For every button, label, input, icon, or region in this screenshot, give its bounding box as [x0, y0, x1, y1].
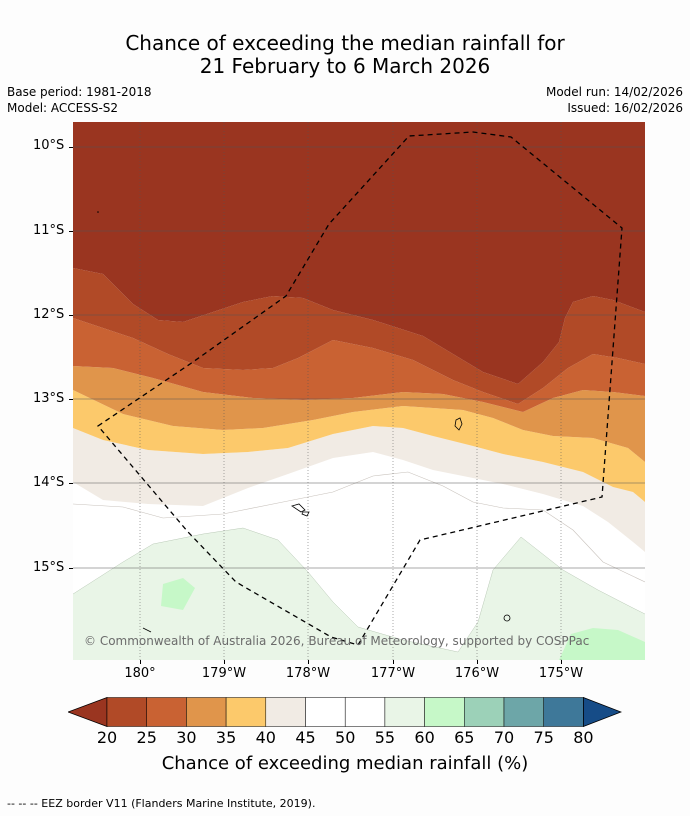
lat-label: 14°S: [33, 475, 65, 490]
colorbar-tick-label: 70: [493, 728, 515, 747]
colorbar-tick-label: 35: [215, 728, 237, 747]
colorbar-tick-label: 20: [96, 728, 118, 747]
lon-label: 178°W: [285, 666, 331, 681]
colorbar-segment: [464, 697, 505, 727]
band-60-65-a: [161, 578, 195, 610]
colorbar-tick-label: 30: [176, 728, 197, 747]
colorbar-tick-label: 45: [295, 728, 316, 747]
colorbar-segment: [106, 697, 147, 727]
colorbar: [66, 696, 623, 728]
band-below-20: [73, 122, 645, 384]
colorbar-tick-label: 75: [533, 728, 554, 747]
issued-date: Issued: 16/02/2026: [567, 101, 683, 115]
x-tick: [393, 660, 394, 664]
colorbar-tick-label: 55: [374, 728, 396, 747]
island-small: [503, 614, 511, 622]
colorbar-arrow-low: [66, 696, 108, 728]
lat-label: 12°S: [33, 307, 65, 322]
y-tick: [69, 147, 73, 148]
model-name: Model: ACCESS-S2: [7, 101, 119, 115]
band-60-65-b: [559, 628, 645, 660]
colorbar-segment: [543, 697, 584, 727]
colorbar-title: Chance of exceeding median rainfall (%): [161, 753, 529, 774]
lon-label: 175°W: [538, 666, 584, 681]
colorbar-segment: [305, 697, 346, 727]
colorbar-segment: [265, 697, 306, 727]
colorbar-segment: [503, 697, 544, 727]
band-45-50: [73, 426, 645, 552]
meta-left: Base period: 1981-2018 Model: ACCESS-S2: [7, 84, 152, 116]
band-25-30: [73, 318, 645, 412]
y-tick: [69, 315, 73, 316]
meta-right: Model run: 14/02/2026 Issued: 16/02/2026: [546, 84, 683, 116]
island-wallis: [454, 417, 463, 431]
band-35-40: [73, 390, 645, 502]
lat-label: 11°S: [33, 223, 65, 238]
x-tick: [561, 660, 562, 664]
colorbar-tick-label: 65: [454, 728, 475, 747]
y-tick: [69, 399, 73, 400]
chart-title-line2: 21 February to 6 March 2026: [199, 54, 491, 78]
colorbar-segment: [225, 697, 267, 727]
colorbar-segment: [186, 697, 227, 727]
colorbar-segment: [384, 697, 425, 727]
island-futuna: [291, 503, 310, 517]
colorbar-tick-label: 80: [573, 728, 594, 747]
lat-label: 13°S: [33, 391, 65, 406]
lat-label: 15°S: [33, 560, 65, 575]
eez-border: [97, 131, 623, 646]
colorbar-tick-label: 50: [335, 728, 356, 747]
lat-label: 10°S: [33, 138, 65, 153]
rainfall-map: © Commonwealth of Australia 2026, Bureau…: [73, 122, 645, 660]
lon-label: 180°: [124, 666, 156, 681]
x-tick: [308, 660, 309, 664]
x-tick: [477, 660, 478, 664]
base-period: Base period: 1981-2018: [7, 85, 152, 99]
colorbar-arrow-high: [583, 696, 623, 728]
y-tick: [69, 483, 73, 484]
band-20-25: [73, 268, 645, 404]
chart-title-line1: Chance of exceeding the median rainfall …: [125, 31, 565, 55]
lon-label: 176°W: [454, 666, 500, 681]
colorbar-segment: [424, 697, 465, 727]
colorbar-tick-label: 25: [136, 728, 157, 747]
colorbar-tick-label: 60: [414, 728, 435, 747]
colorbar-segment: [146, 697, 187, 727]
x-tick: [140, 660, 141, 664]
model-run: Model run: 14/02/2026: [545, 85, 683, 99]
lon-label: 177°W: [370, 666, 416, 681]
colorbar-segment: [344, 697, 386, 727]
y-tick: [69, 231, 73, 232]
eez-legend-note: -- -- -- EEZ border V11 (Flanders Marine…: [7, 797, 316, 810]
colorbar-tick-label: 40: [255, 728, 276, 747]
attribution: © Commonwealth of Australia 2026, Bureau…: [84, 634, 590, 648]
band-30-35: [73, 366, 645, 462]
lon-label: 179°W: [201, 666, 247, 681]
x-tick: [224, 660, 225, 664]
y-tick: [69, 568, 73, 569]
